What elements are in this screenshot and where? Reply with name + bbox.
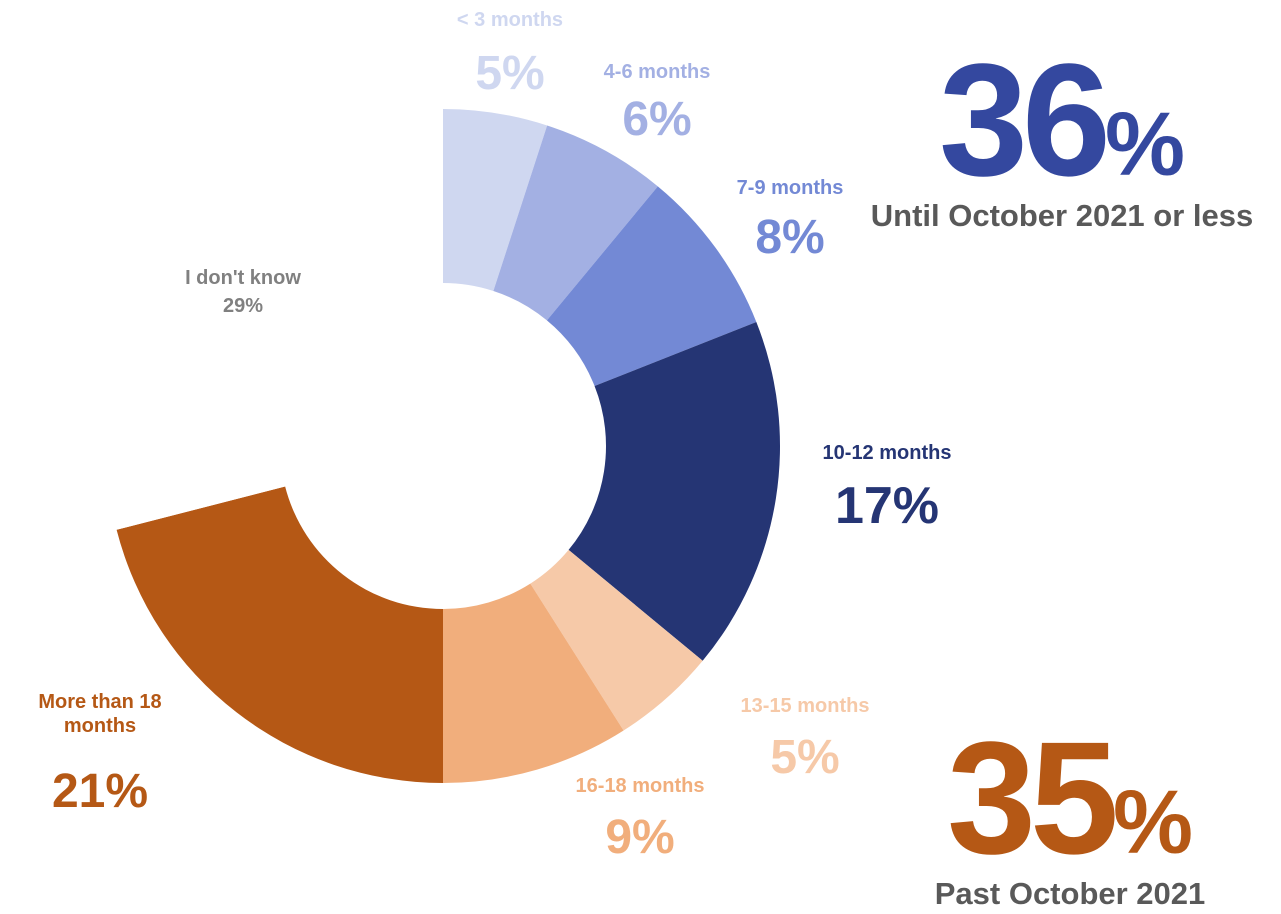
slice-value-label: 17% (834, 477, 940, 535)
donut-slice (568, 321, 780, 661)
slice-value-label: 5% (770, 731, 840, 784)
donut-slice (546, 186, 757, 386)
slice-label: 16-18 months (575, 775, 705, 797)
slice-label: 13-15 months (740, 695, 870, 717)
donut-slice (443, 583, 624, 783)
donut-slice (116, 486, 444, 783)
summary-number: 36 (938, 30, 1111, 209)
slice-label: I don't know (185, 267, 301, 289)
summary: 36% Until October 2021 or less (870, 40, 1254, 233)
slice-value-label: 21% (51, 765, 149, 818)
summary-figure: 36% (871, 40, 1253, 200)
slice-label: More than 18 months (38, 691, 162, 737)
slice-value-label: 6% (622, 93, 692, 146)
summary-unit: % (1104, 95, 1185, 195)
donut-slice (105, 109, 443, 530)
donut-slice (493, 125, 658, 321)
donut-slice (530, 549, 703, 731)
summary-caption: Past October 2021 (934, 876, 1206, 911)
summary-number: 35 (947, 708, 1119, 887)
summary: 35% Past October 2021 (934, 718, 1206, 911)
slice-label: 10-12 months (822, 442, 952, 464)
summary-figure: 35% (935, 718, 1206, 878)
slice-value-label: 29% (222, 295, 264, 317)
slice-label: 7-9 months (736, 177, 844, 199)
donut-slice (443, 109, 548, 291)
slice-label: < 3 months (456, 9, 564, 31)
summary-unit: % (1112, 773, 1193, 873)
slice-label: 4-6 months (603, 61, 711, 83)
summary-caption: Until October 2021 or less (870, 198, 1254, 233)
slice-value-label: 5% (475, 47, 545, 100)
slice-value-label: 8% (755, 211, 825, 264)
slice-value-label: 9% (605, 811, 675, 864)
